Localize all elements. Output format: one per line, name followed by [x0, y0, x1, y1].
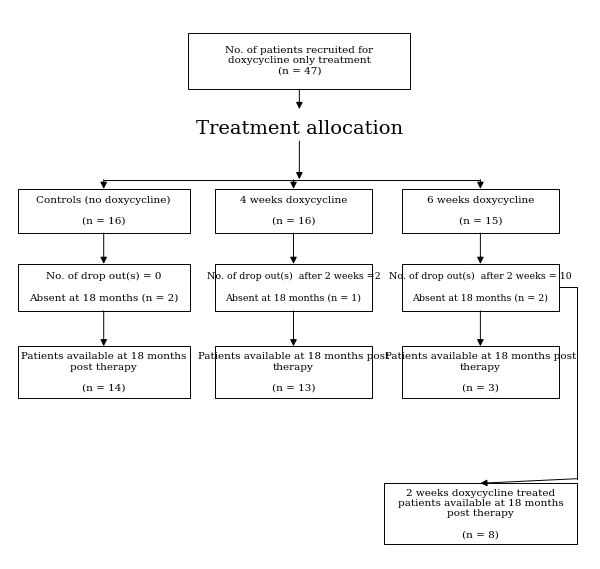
FancyBboxPatch shape — [215, 346, 373, 398]
Text: Patients available at 18 months
post therapy

(n = 14): Patients available at 18 months post the… — [21, 352, 187, 393]
FancyBboxPatch shape — [17, 264, 190, 311]
Text: Patients available at 18 months post
therapy

(n = 3): Patients available at 18 months post the… — [385, 352, 576, 393]
Text: Treatment allocation: Treatment allocation — [196, 120, 403, 138]
Text: 4 weeks doxycycline

(n = 16): 4 weeks doxycycline (n = 16) — [240, 196, 347, 226]
FancyBboxPatch shape — [401, 346, 559, 398]
FancyBboxPatch shape — [401, 264, 559, 311]
FancyBboxPatch shape — [17, 346, 190, 398]
FancyBboxPatch shape — [17, 189, 190, 233]
Text: Patients available at 18 months post
therapy

(n = 13): Patients available at 18 months post the… — [198, 352, 389, 393]
FancyBboxPatch shape — [215, 189, 373, 233]
Text: Controls (no doxycycline)

(n = 16): Controls (no doxycycline) (n = 16) — [37, 196, 171, 226]
Text: No. of patients recruited for
doxycycline only treatment
(n = 47): No. of patients recruited for doxycyclin… — [225, 46, 373, 76]
Text: No. of drop out(s)  after 2 weeks = 10

Absent at 18 months (n = 2): No. of drop out(s) after 2 weeks = 10 Ab… — [389, 273, 572, 302]
FancyBboxPatch shape — [384, 483, 577, 545]
FancyBboxPatch shape — [188, 32, 410, 89]
FancyBboxPatch shape — [401, 189, 559, 233]
Text: 6 weeks doxycycline

(n = 15): 6 weeks doxycycline (n = 15) — [427, 196, 534, 226]
Text: No. of drop out(s)  after 2 weeks =2

Absent at 18 months (n = 1): No. of drop out(s) after 2 weeks =2 Abse… — [206, 273, 380, 302]
Text: 2 weeks doxycycline treated
patients available at 18 months
post therapy

(n = 8: 2 weeks doxycycline treated patients ava… — [398, 489, 563, 539]
Text: No. of drop out(s) = 0

Absent at 18 months (n = 2): No. of drop out(s) = 0 Absent at 18 mont… — [29, 273, 178, 302]
FancyBboxPatch shape — [215, 264, 373, 311]
